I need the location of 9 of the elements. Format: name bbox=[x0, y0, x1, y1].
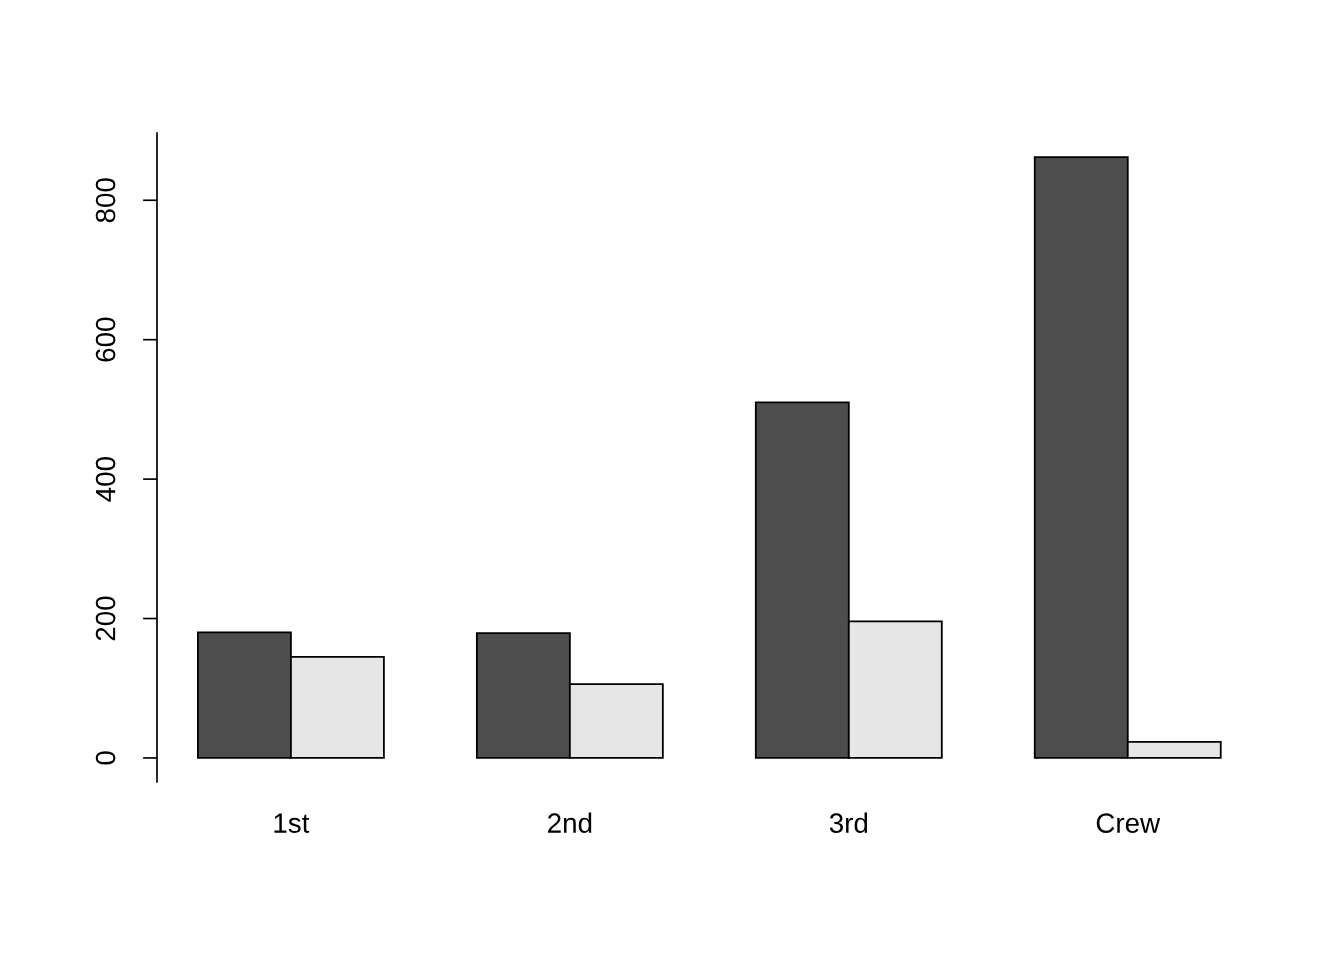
x-tick-label: 1st bbox=[274, 813, 310, 833]
y-tick-label: 200 bbox=[95, 596, 116, 641]
y-tick-label: 0 bbox=[95, 751, 116, 765]
y-tick-label: 400 bbox=[95, 457, 116, 502]
x-tick-label: 3rd bbox=[829, 812, 868, 833]
x-tick-label: Crew bbox=[1096, 813, 1161, 833]
y-tick-label: 600 bbox=[95, 317, 116, 362]
y-tick-label: 800 bbox=[95, 178, 116, 223]
x-tick-label: 2nd bbox=[548, 812, 592, 833]
